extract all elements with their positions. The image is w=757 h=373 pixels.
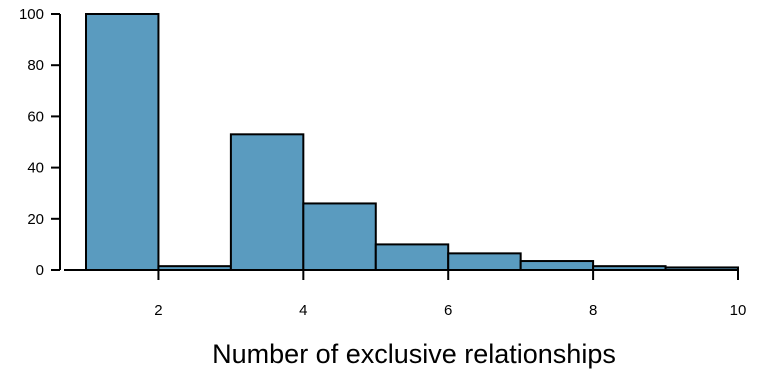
histogram-bar [302,202,377,271]
histogram-bar [374,243,450,271]
histogram-bar [519,260,595,272]
x-tick-label: 6 [444,302,452,319]
x-tick-label: 4 [299,302,307,319]
histogram-bar [229,133,305,271]
histogram-bar [447,252,522,271]
x-tick-label: 10 [730,302,747,319]
y-tick-label: 20 [27,211,44,228]
x-tick-label: 2 [154,302,162,319]
y-tick-label: 0 [36,262,44,279]
y-axis: 0 20 40 60 80 100 [19,6,61,279]
bars-group [85,13,739,272]
histogram-bar [85,13,160,271]
y-tick-label: 60 [27,108,44,125]
x-tick-label: 8 [589,302,597,319]
y-tick-label: 80 [27,57,44,74]
y-tick-label: 100 [19,6,44,23]
y-tick-label: 40 [27,160,44,177]
x-axis-title: Number of exclusive relationships [212,339,616,369]
x-axis: 2 4 6 8 10 [64,269,747,319]
